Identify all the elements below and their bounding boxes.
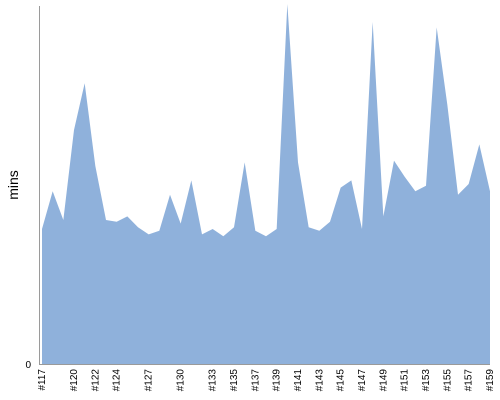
x-tick-label: #130 bbox=[176, 369, 187, 392]
x-tick-label: #117 bbox=[37, 369, 48, 391]
x-tick-label: #124 bbox=[112, 369, 123, 392]
area-layer bbox=[42, 4, 490, 364]
x-tick-label: #145 bbox=[336, 369, 347, 392]
x-tick-label: #153 bbox=[421, 369, 432, 392]
x-tick-labels: #117 #120 #122 #124 #127 #130 #133 #135 #137 #139… bbox=[37, 369, 496, 392]
x-tick-label: #149 bbox=[378, 369, 389, 392]
x-tick-label: #155 bbox=[442, 369, 453, 392]
x-tick-label: #135 bbox=[229, 369, 240, 392]
y-axis-label: mins bbox=[5, 170, 21, 200]
x-tick-label: #127 bbox=[144, 369, 155, 392]
x-tick-label: #143 bbox=[314, 369, 325, 392]
x-tick-label: #122 bbox=[90, 369, 101, 392]
x-tick-label: #133 bbox=[208, 369, 219, 392]
area-series bbox=[42, 4, 490, 364]
x-tick-label: #157 bbox=[464, 369, 475, 392]
y-tick-label: 0 bbox=[25, 360, 31, 371]
x-tick-label: #137 bbox=[250, 369, 261, 392]
x-tick-label: #159 bbox=[485, 369, 496, 392]
x-tick-label: #139 bbox=[272, 369, 283, 392]
x-tick-label: #141 bbox=[293, 369, 304, 392]
x-tick-label: #120 bbox=[69, 369, 80, 392]
x-tick-label: #151 bbox=[400, 369, 411, 392]
x-tick-label: #147 bbox=[357, 369, 368, 392]
